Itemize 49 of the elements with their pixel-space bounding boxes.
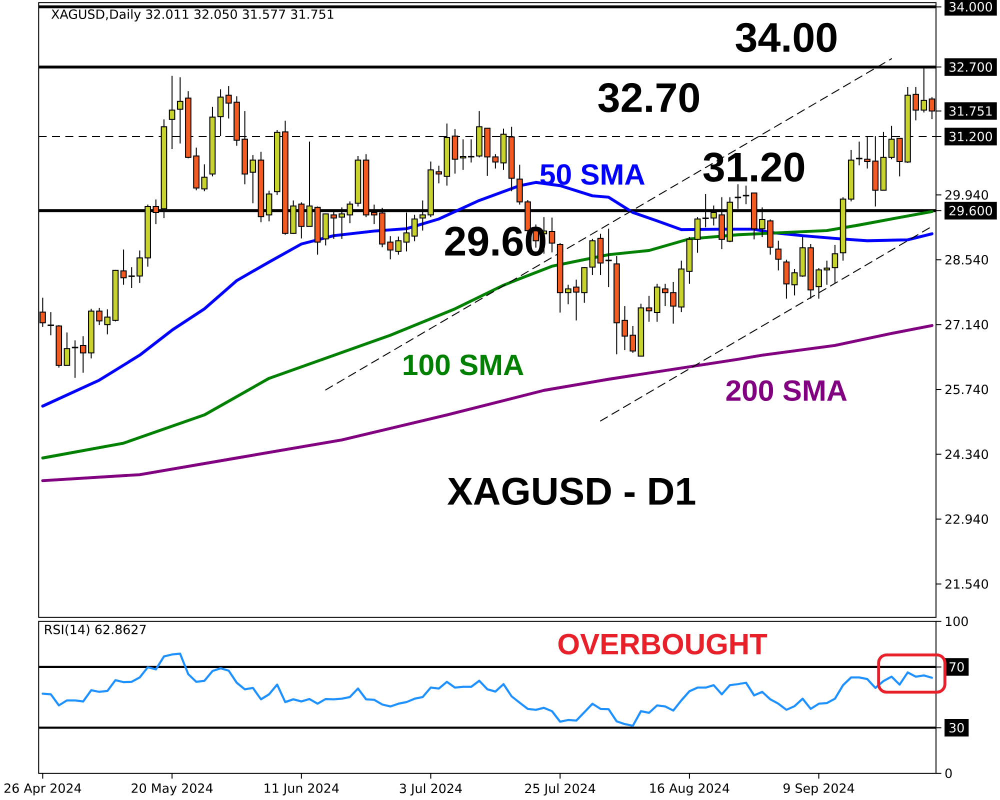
y-tick-label: 29.600 [949, 206, 992, 216]
candlestick [605, 228, 612, 288]
y-tick-label: 0 [945, 768, 952, 778]
x-tick-label: 9 Sep 2024 [783, 783, 854, 796]
y-tick-label: 70 [950, 662, 964, 672]
series-label: 200 SMA [726, 380, 847, 401]
candlestick [411, 214, 418, 242]
line-series [42, 652, 934, 727]
y-tick-label: 31.751 [950, 106, 992, 116]
y-tick-label: 22.940 [945, 514, 988, 524]
x-tick-label: 16 Aug 2024 [650, 783, 730, 796]
candlestick [694, 216, 701, 254]
annotation: 31.20 [703, 152, 804, 182]
candlestick [646, 295, 652, 322]
candlestick [72, 340, 78, 378]
candlestick [120, 249, 127, 286]
x-tick-label: 25 Jul 2024 [525, 783, 596, 796]
candlestick [217, 88, 224, 137]
x-tick-label: 20 May 2024 [132, 783, 213, 796]
y-tick-label: 27.140 [945, 320, 988, 330]
y-tick-label: 30 [950, 722, 964, 733]
candlestick [64, 332, 70, 366]
y-tick-label: 21.540 [945, 579, 988, 589]
candlestick [492, 154, 499, 169]
y-tick-label: 28.540 [945, 254, 988, 265]
chart-title: XAGUSD,Daily 32.011 32.050 31.577 31.751 [51, 9, 334, 22]
y-tick-label: 25.740 [945, 384, 988, 394]
candlestick [791, 268, 798, 296]
y-tick-label: 34.000 [950, 2, 992, 12]
annotation: OVERBOUGHT [558, 634, 768, 655]
candlestick [742, 185, 750, 205]
y-tick-label: 100 [946, 616, 968, 626]
annotation: XAGUSD - D1 [447, 478, 696, 506]
candlestick [783, 259, 790, 300]
y-tick-label: 32.700 [950, 62, 992, 72]
x-tick-label: 26 Apr 2024 [4, 783, 82, 796]
y-tick-label: 24.340 [945, 449, 988, 460]
annotation: 34.00 [736, 22, 836, 52]
candlestick [775, 240, 782, 271]
candlestick [548, 217, 556, 253]
annotation: 32.70 [598, 83, 700, 112]
chart-title: RSI(14) 62.8627 [45, 624, 146, 636]
candlestick [832, 244, 838, 284]
x-tick-label: 11 Jun 2024 [264, 783, 339, 796]
x-tick-label: 3 Jul 2024 [400, 783, 462, 796]
series-label: 100 SMA [404, 354, 524, 376]
y-tick-label: 29.940 [945, 190, 988, 200]
y-tick-label: 31.200 [950, 132, 992, 142]
line-series [41, 210, 934, 460]
